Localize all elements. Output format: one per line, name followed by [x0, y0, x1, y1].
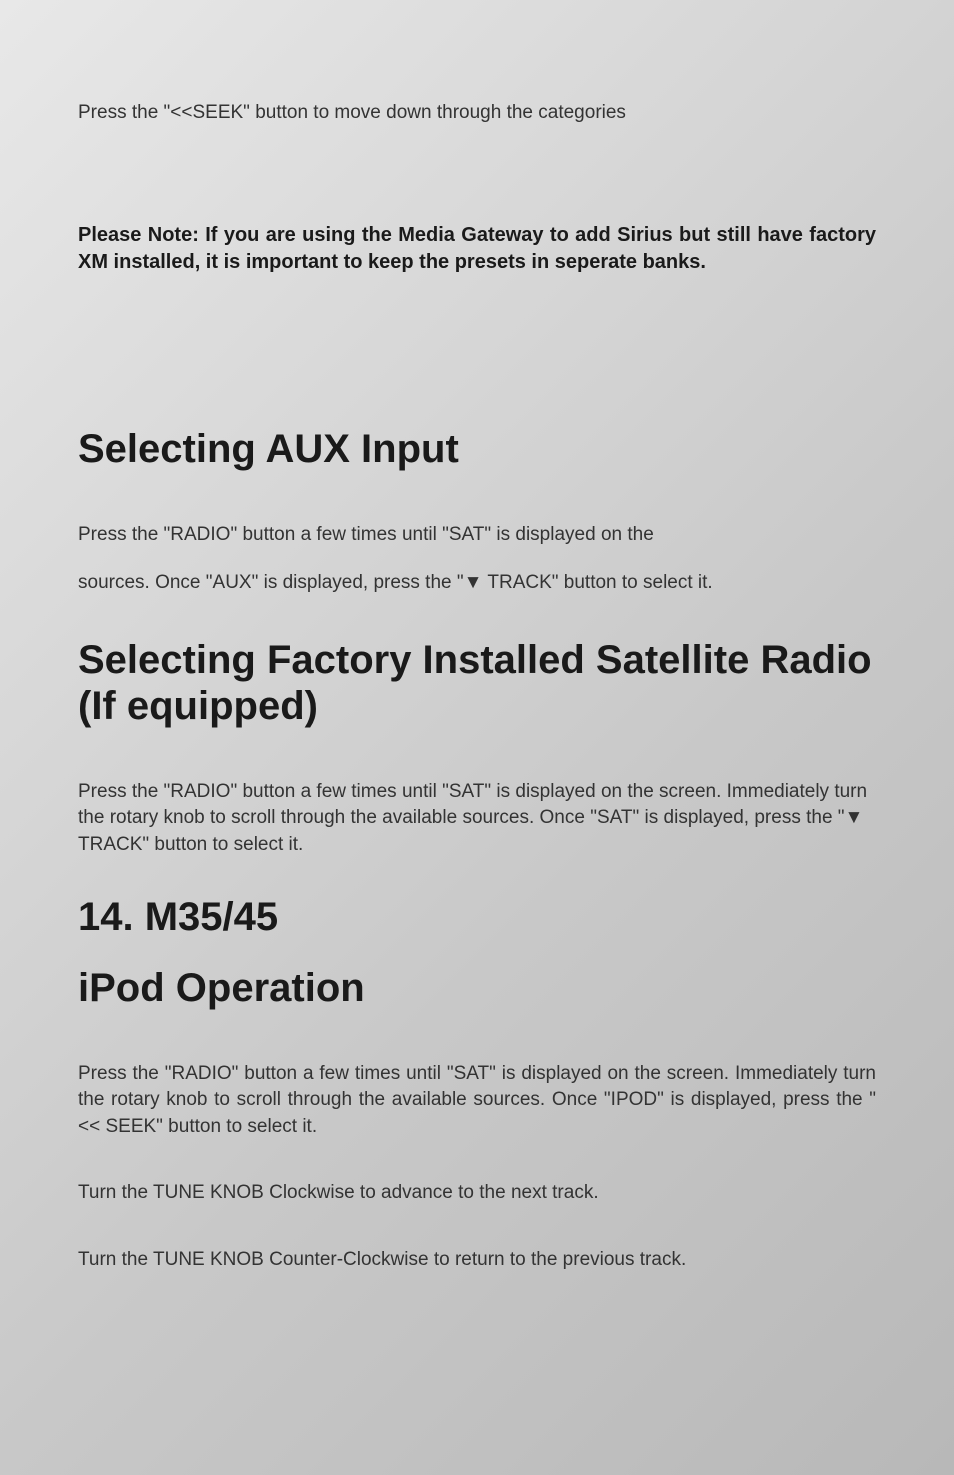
ipod-para-2: Turn the TUNE KNOB Clockwise to advance … [78, 1180, 876, 1207]
seek-instruction: Press the "<<SEEK" button to move down t… [78, 100, 876, 127]
heading-aux-input: Selecting AUX Input [78, 426, 876, 472]
ipod-para-3: Turn the TUNE KNOB Counter-Clockwise to … [78, 1247, 876, 1274]
please-note: Please Note: If you are using the Media … [78, 222, 876, 276]
heading-ipod: iPod Operation [78, 965, 876, 1011]
aux-para-1: Press the "RADIO" button a few times unt… [78, 522, 876, 549]
ipod-para-1: Press the "RADIO" button a few times unt… [78, 1061, 876, 1141]
sat-para: Press the "RADIO" button a few times unt… [78, 779, 876, 859]
heading-factory-sat: Selecting Factory Installed Satellite Ra… [78, 637, 876, 729]
heading-model: 14. M35/45 [78, 894, 876, 940]
aux-para-2: sources. Once "AUX" is displayed, press … [78, 570, 876, 597]
